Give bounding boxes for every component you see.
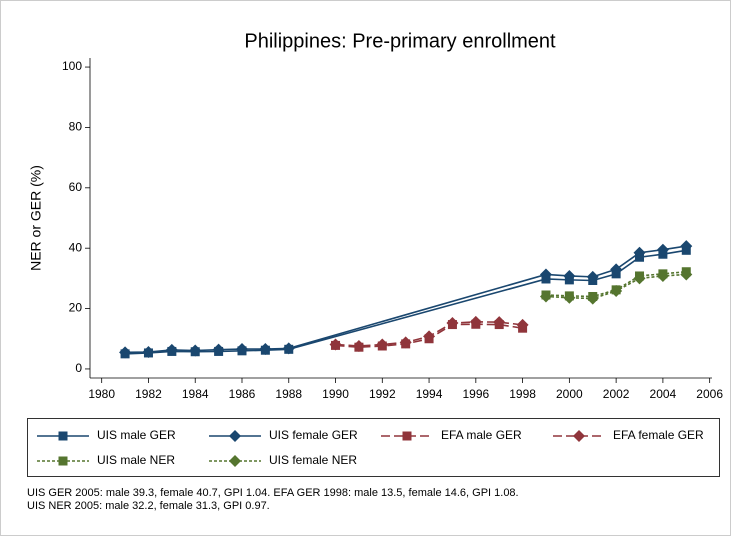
marker [610,263,623,276]
x-tick-label: 1986 [229,387,256,401]
marker [469,315,482,328]
y-tick-label: 40 [69,240,83,254]
x-tick-label: 1998 [509,387,536,401]
x-tick-label: 1990 [322,387,349,401]
y-tick-label: 80 [69,120,83,134]
marker [142,346,155,359]
note: UIS GER 2005: male 39.3, female 40.7, GP… [27,487,519,499]
x-tick-label: 1980 [88,387,115,401]
legend-label: UIS male NER [97,453,175,467]
x-tick-label: 1992 [369,387,396,401]
note: UIS NER 2005: male 32.2, female 31.3, GP… [27,500,270,512]
marker [212,343,225,356]
marker [633,246,646,259]
marker [656,269,669,282]
marker [376,338,389,351]
x-tick-label: 1982 [135,387,162,401]
y-axis-label: NER or GER (%) [28,165,44,271]
marker [539,268,552,281]
marker [399,336,412,349]
legend-label: UIS female NER [269,453,357,467]
marker [680,268,693,281]
marker [329,338,342,351]
marker [229,430,241,442]
marker [516,318,529,331]
marker [58,456,68,466]
marker [610,285,623,298]
marker [402,431,412,441]
marker [493,316,506,329]
y-tick-label: 0 [75,361,82,375]
marker [352,340,365,352]
y-tick-label: 20 [69,301,83,315]
chart-title: Philippines: Pre-primary enrollment [244,30,556,52]
marker [586,292,599,305]
marker [189,344,202,357]
marker [282,342,295,355]
y-tick-label: 60 [69,180,83,194]
x-tick-label: 1996 [462,387,489,401]
marker [586,270,599,283]
x-tick-label: 2000 [556,387,583,401]
marker [235,343,248,356]
legend-label: EFA male GER [441,428,522,442]
x-tick-label: 2004 [650,387,677,401]
marker [119,346,132,359]
marker [633,272,646,285]
marker [563,269,576,282]
legend-label: UIS female GER [269,428,358,442]
marker [165,343,178,356]
x-tick-label: 1984 [182,387,209,401]
marker [656,243,669,256]
marker [539,290,552,303]
marker [229,455,241,467]
marker [573,430,585,442]
marker [58,431,68,441]
marker [680,240,693,253]
marker [259,343,272,356]
x-tick-label: 2006 [696,387,723,401]
x-tick-label: 1994 [416,387,443,401]
marker [446,317,459,330]
y-tick-label: 100 [62,59,82,73]
x-tick-label: 1988 [275,387,302,401]
legend-box [27,418,720,477]
legend-label: UIS male GER [97,428,176,442]
legend-label: EFA female GER [613,428,704,442]
marker [423,330,436,343]
x-tick-label: 2002 [603,387,630,401]
marker [563,291,576,304]
